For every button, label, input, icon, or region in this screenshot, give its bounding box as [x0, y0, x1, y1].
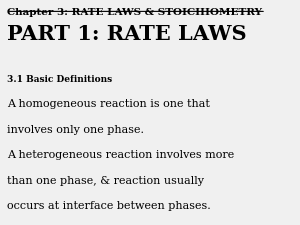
Text: than one phase, & reaction usually: than one phase, & reaction usually [7, 176, 204, 186]
Text: Chapter 3: RATE LAWS & STOICHIOMETRY: Chapter 3: RATE LAWS & STOICHIOMETRY [7, 8, 262, 17]
Text: occurs at interface between phases.: occurs at interface between phases. [7, 201, 211, 211]
Text: involves only one phase.: involves only one phase. [7, 125, 144, 135]
Text: 3.1 Basic Definitions: 3.1 Basic Definitions [7, 75, 112, 84]
Text: A homogeneous reaction is one that: A homogeneous reaction is one that [7, 99, 210, 109]
Text: PART 1: RATE LAWS: PART 1: RATE LAWS [7, 24, 246, 44]
Text: A heterogeneous reaction involves more: A heterogeneous reaction involves more [7, 150, 234, 160]
